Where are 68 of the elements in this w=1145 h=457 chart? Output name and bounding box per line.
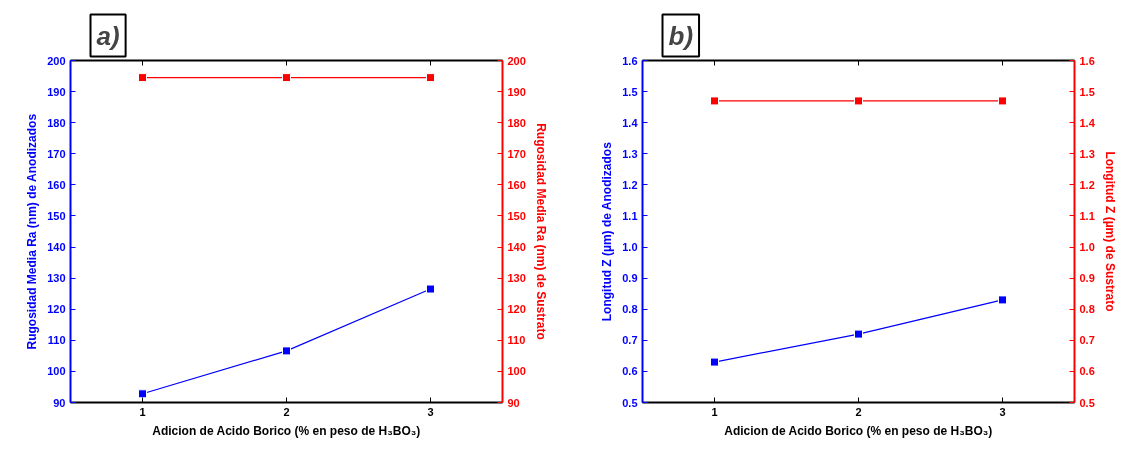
y2-tick-label: 1.4 xyxy=(1079,116,1096,129)
y2-tick-label: 100 xyxy=(507,365,526,378)
y2-tick-label: 0.8 xyxy=(1079,303,1095,316)
y-tick-label: 140 xyxy=(47,241,66,254)
y-tick-label: 130 xyxy=(47,272,66,285)
y2-tick-label: 200 xyxy=(507,54,526,67)
point xyxy=(854,329,863,339)
y2-tick-label: 1.5 xyxy=(1079,85,1095,98)
y2-tick-label: 1.3 xyxy=(1079,147,1095,160)
y2-tick-label: 0.5 xyxy=(1079,396,1095,409)
y2-tick-label: 180 xyxy=(507,116,526,129)
point xyxy=(998,295,1007,305)
y-tick-label: 1.5 xyxy=(622,85,638,98)
y2-axis-title: Rugosidad Media Ra (nm) de Sustrato xyxy=(533,123,548,340)
y2-tick-label: 140 xyxy=(507,241,526,254)
y-tick-label: 170 xyxy=(47,147,66,160)
y-tick-label: 190 xyxy=(47,85,66,98)
chart-title: b) xyxy=(668,20,694,51)
y2-axis-title: Longitud Z (µm) de Sustrato xyxy=(1102,151,1117,312)
y-tick-label: 180 xyxy=(47,116,66,129)
x-tick-label: 1 xyxy=(711,405,718,418)
y2-tick-label: 0.9 xyxy=(1079,272,1095,285)
y2-tick-label: 90 xyxy=(507,396,520,409)
y-tick-label: 100 xyxy=(47,365,66,378)
y-axis-title: Rugosidad Media Ra (nm) de Anodizados xyxy=(25,113,40,350)
y-tick-label: 0.9 xyxy=(622,272,638,285)
y2-tick-label: 1.6 xyxy=(1079,54,1095,67)
y2-tick-label: 1.2 xyxy=(1079,178,1095,191)
x-tick-label: 2 xyxy=(855,405,862,418)
y-tick-label: 0.6 xyxy=(622,365,638,378)
y2-tick-label: 170 xyxy=(507,147,526,160)
x-axis-title: Adicion de Acido Borico (% en peso de H₃BO₃) xyxy=(152,423,421,438)
y-tick-label: 1.4 xyxy=(622,116,639,129)
y-tick-label: 1.1 xyxy=(622,209,638,222)
y-tick-label: 110 xyxy=(47,334,66,347)
y-tick-label: 200 xyxy=(47,54,66,67)
y-tick-label: 0.8 xyxy=(622,303,638,316)
y2-tick-label: 0.7 xyxy=(1079,334,1095,347)
y-tick-label: 1.2 xyxy=(622,178,638,191)
y-tick-label: 1.3 xyxy=(622,147,638,160)
y-axis-title: Longitud Z (µm) de Anodizados xyxy=(600,141,615,322)
x-tick-label: 3 xyxy=(427,405,434,418)
chart-title: a) xyxy=(96,20,120,51)
y-tick-label: 0.5 xyxy=(622,396,638,409)
y2-tick-label: 110 xyxy=(507,334,526,347)
x-tick-label: 1 xyxy=(139,405,146,418)
y-tick-label: 150 xyxy=(47,209,66,222)
point xyxy=(710,357,719,367)
y2-tick-label: 130 xyxy=(507,272,526,285)
point xyxy=(282,346,291,356)
point xyxy=(138,389,147,399)
y2-tick-label: 160 xyxy=(507,178,526,191)
y-tick-label: 0.7 xyxy=(622,334,638,347)
y2-tick-label: 120 xyxy=(507,303,526,316)
point xyxy=(426,284,435,294)
x-axis-title: Adicion de Acido Borico (% en peso de H₃BO₃) xyxy=(724,423,993,438)
y-tick-label: 90 xyxy=(53,396,66,409)
y2-tick-label: 1.1 xyxy=(1079,209,1095,222)
y2-tick-label: 1.0 xyxy=(1079,241,1095,254)
y-tick-label: 1.6 xyxy=(622,54,638,67)
x-tick-label: 2 xyxy=(283,405,290,418)
y2-tick-label: 190 xyxy=(507,85,526,98)
y-tick-label: 160 xyxy=(47,178,66,191)
y-tick-label: 120 xyxy=(47,303,66,316)
y2-tick-label: 0.6 xyxy=(1079,365,1095,378)
x-tick-label: 3 xyxy=(999,405,1006,418)
y-tick-label: 1.0 xyxy=(622,241,638,254)
y2-tick-label: 150 xyxy=(507,209,526,222)
